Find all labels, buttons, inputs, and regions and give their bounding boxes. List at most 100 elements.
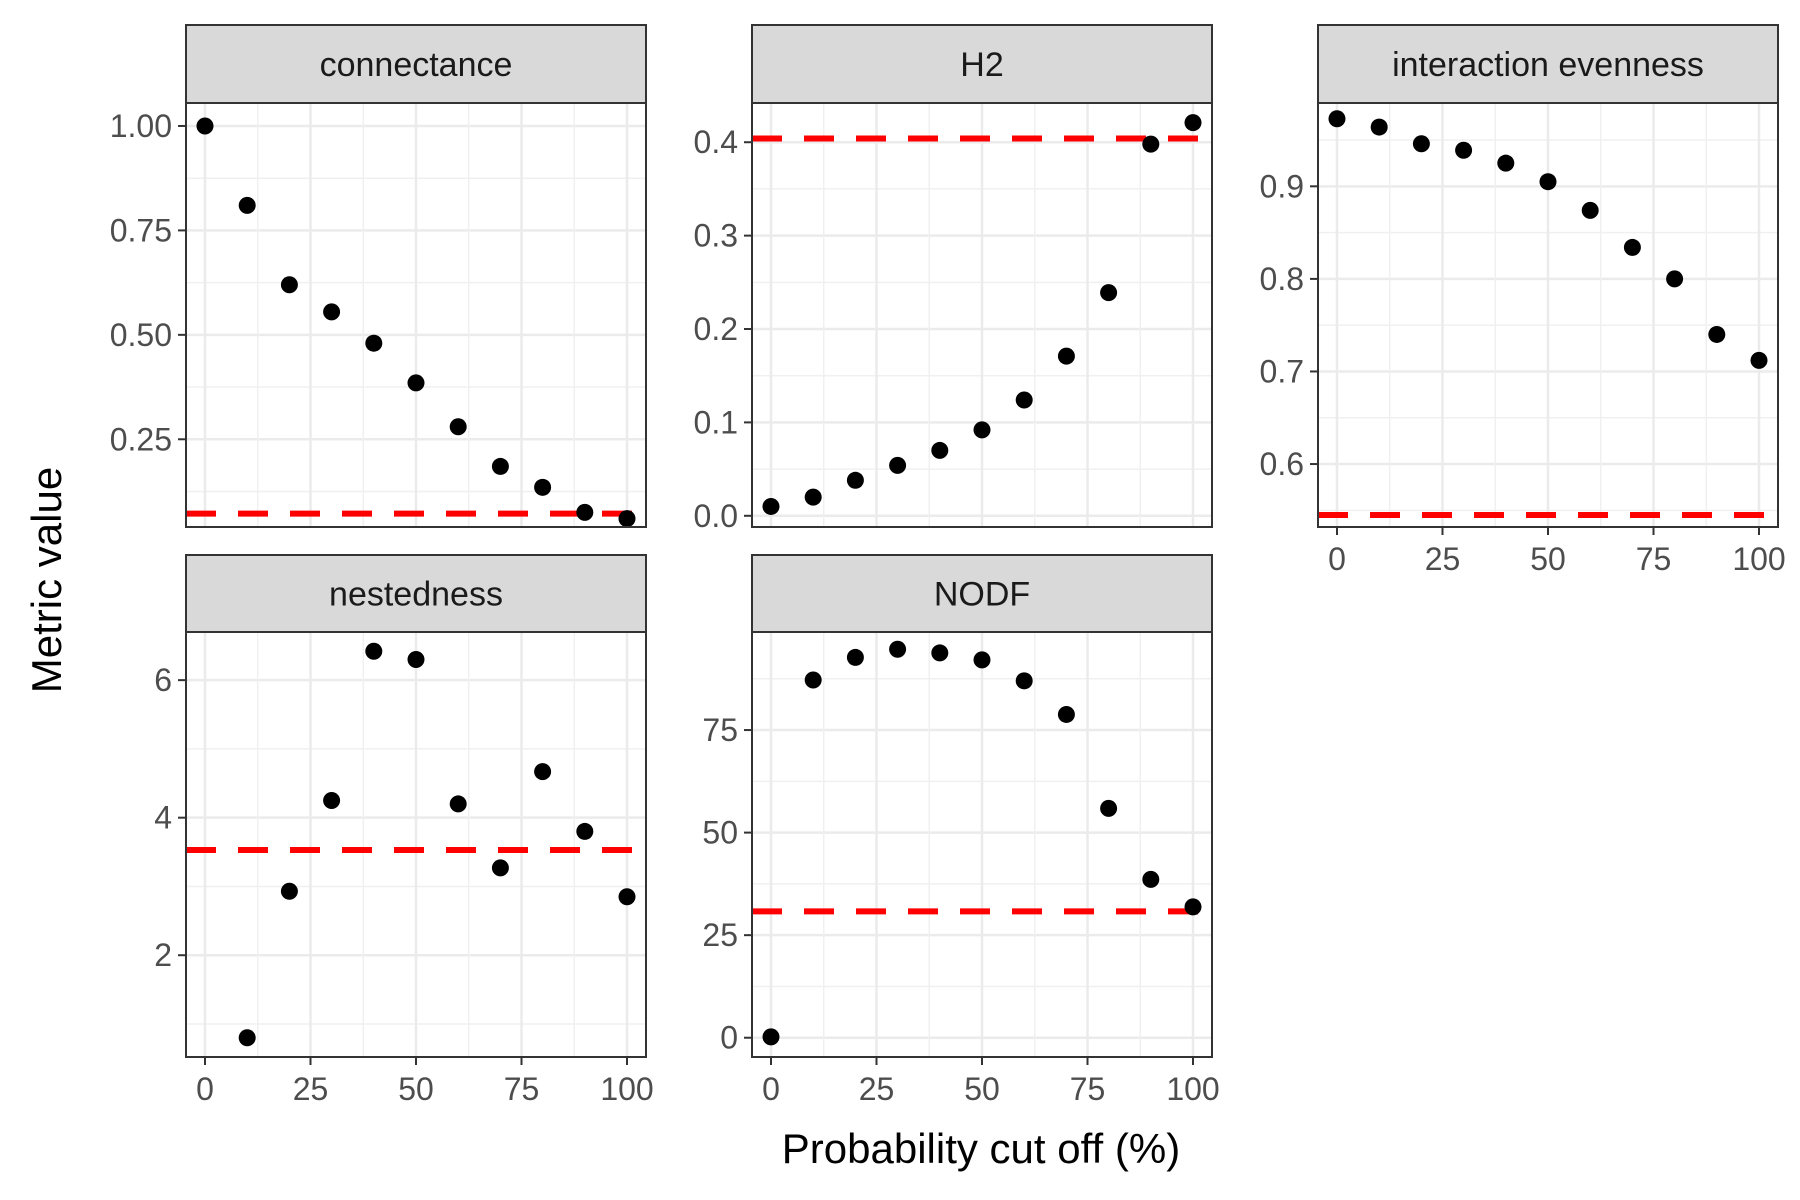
panel-title: NODF: [934, 576, 1030, 614]
panel-border: [185, 102, 647, 528]
x-tick-label: 0: [196, 1071, 214, 1107]
data-point: [1328, 110, 1346, 128]
data-point: [804, 488, 822, 506]
x-tick-label: 0: [762, 1071, 780, 1107]
y-tick-label: 0.75: [110, 212, 172, 248]
data-point: [1666, 270, 1684, 288]
data-point: [1412, 135, 1430, 153]
panel-title: nestedness: [329, 576, 503, 614]
panel-strip: [185, 24, 647, 104]
data-point: [889, 640, 907, 658]
y-tick-label: 0.50: [110, 317, 172, 353]
x-tick-label: 100: [600, 1071, 653, 1107]
data-point: [238, 1029, 256, 1047]
data-point: [1015, 391, 1033, 409]
data-point: [889, 456, 907, 474]
x-tick-label: 50: [964, 1071, 1000, 1107]
data-point: [1184, 898, 1202, 916]
panel-plot-area: [1318, 103, 1778, 527]
data-point: [407, 374, 425, 392]
panel-strip: [751, 24, 1213, 104]
data-point: [576, 503, 594, 521]
panel-plot-area: [186, 103, 646, 527]
panel-plot-area: [752, 632, 1212, 1057]
x-tick-label: 50: [1530, 541, 1566, 577]
y-tick-label: 0.2: [694, 311, 738, 347]
data-point: [931, 644, 949, 662]
x-tick-label: 75: [504, 1071, 540, 1107]
data-point: [407, 651, 425, 669]
data-point: [280, 276, 298, 294]
data-point: [323, 303, 341, 321]
data-point: [973, 651, 991, 669]
data-point: [1708, 325, 1726, 343]
data-point: [1015, 672, 1033, 690]
y-tick-label: 0.1: [694, 404, 738, 440]
panel-connectance: connectance 0.25 0.50 0.75 1.00: [110, 24, 647, 528]
data-point: [1142, 870, 1160, 888]
data-point: [1100, 284, 1118, 302]
panel-plot-area: [186, 632, 646, 1057]
y-tick-label: 4: [154, 800, 172, 836]
data-point: [323, 791, 341, 809]
data-point: [1184, 114, 1202, 132]
data-point: [365, 642, 383, 660]
x-tick-label: 50: [398, 1071, 434, 1107]
data-point: [1100, 799, 1118, 817]
data-point: [1623, 238, 1641, 256]
data-point: [491, 457, 509, 475]
data-point: [280, 882, 298, 900]
panel-plot-area: [752, 103, 1212, 527]
data-point: [1455, 141, 1473, 159]
data-point: [534, 478, 552, 496]
panel-strip: [751, 554, 1213, 633]
data-point: [762, 1028, 780, 1046]
data-point: [576, 822, 594, 840]
x-tick-label: 25: [859, 1071, 895, 1107]
data-point: [365, 334, 383, 352]
x-tick-label: 75: [1070, 1071, 1106, 1107]
y-tick-label: 0.9: [1260, 168, 1304, 204]
panel-strip: [185, 554, 647, 633]
x-tick-label: 25: [293, 1071, 329, 1107]
y-tick-label: 25: [702, 917, 738, 953]
data-point: [846, 648, 864, 666]
x-tick-label: 75: [1636, 541, 1672, 577]
y-tick-label: 0.3: [694, 218, 738, 254]
data-point: [618, 510, 636, 527]
data-point: [196, 117, 214, 135]
data-point: [762, 497, 780, 515]
x-tick-label: 100: [1732, 541, 1785, 577]
panel-strip: [1317, 24, 1779, 104]
y-tick-label: 0.7: [1260, 353, 1304, 389]
data-point: [238, 196, 256, 214]
panel-nestedness: nestedness 2 4 6 0 25 50 75 100: [154, 554, 654, 1107]
data-point: [1142, 135, 1160, 153]
data-point: [1370, 118, 1388, 136]
y-tick-label: 0.8: [1260, 261, 1304, 297]
x-axis-title: Probability cut off (%): [782, 1125, 1180, 1172]
x-tick-label: 100: [1166, 1071, 1219, 1107]
panel-H2: H2 0.0 0.1 0.2 0.3 0.4: [694, 24, 1213, 534]
facet-panels: connectance 0.25 0.50 0.75 1.00 H2 0.0 0.1 0.2 0.…: [110, 24, 1786, 1107]
data-point: [449, 795, 467, 813]
y-tick-label: 75: [702, 712, 738, 748]
y-tick-label: 0.0: [694, 498, 738, 534]
x-tick-label: 0: [1328, 541, 1346, 577]
data-point: [1750, 351, 1768, 369]
data-point: [1581, 201, 1599, 219]
panel-title: connectance: [320, 46, 513, 84]
y-tick-label: 0: [720, 1020, 738, 1056]
y-tick-label: 2: [154, 937, 172, 973]
data-point: [1057, 705, 1075, 723]
panel-border: [751, 102, 1213, 528]
data-point: [534, 763, 552, 781]
data-point: [491, 859, 509, 877]
data-point: [618, 888, 636, 906]
y-tick-label: 1.00: [110, 108, 172, 144]
y-tick-label: 0.4: [694, 124, 738, 160]
y-tick-label: 0.6: [1260, 446, 1304, 482]
panel-interaction-evenness: interaction evenness 0.6 0.7 0.8 0.9 0 25 50 75 1…: [1260, 24, 1786, 577]
data-point: [804, 671, 822, 689]
